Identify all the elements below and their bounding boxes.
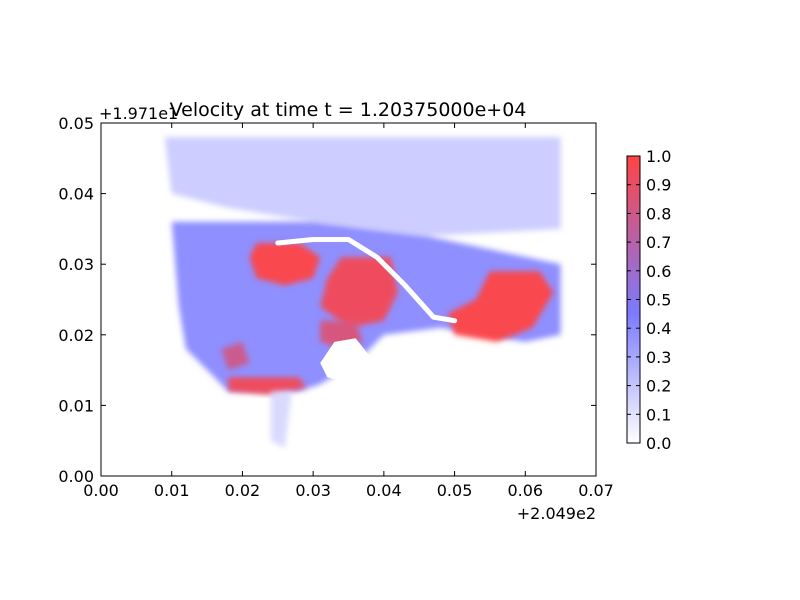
x-axis: 0.00 0.01 0.02 0.03 0.04 0.05 0.06 0.07 [83, 123, 614, 500]
colorbar-tick-label: 0.8 [646, 204, 671, 223]
plot-frame [100, 122, 597, 477]
y-tick-label: 0.02 [58, 326, 94, 345]
x-offset-label: +2.049e2 [517, 504, 596, 523]
colorbar-tick-label: 0.9 [646, 176, 671, 195]
x-tick-label: 0.03 [295, 481, 331, 500]
y-tick-label: 0.05 [58, 114, 94, 133]
chart-title: Velocity at time t = 1.20375000e+04 [170, 99, 527, 121]
colorbar-tick-label: 0.0 [646, 434, 671, 453]
field-region-tail [270, 391, 292, 448]
field-region-upper-domain [164, 137, 561, 236]
x-tick-label: 0.01 [154, 481, 190, 500]
x-tick-label: 0.00 [83, 481, 119, 500]
velocity-field [164, 137, 561, 448]
y-tick-label: 0.00 [58, 467, 94, 486]
x-tick-label: 0.04 [366, 481, 402, 500]
colorbar: 0.0 0.1 0.2 0.3 0.4 0.5 0.6 0.7 0.8 0.9 1.0 [626, 147, 671, 453]
plot-axes: 0.00 0.01 0.02 0.03 0.04 0.05 0.06 0.07 0.000.0… [58, 104, 613, 523]
colorbar-tick-label: 0.1 [646, 405, 671, 424]
field-region-fast-zone-west [221, 341, 250, 371]
y-tick-label: 0.04 [58, 185, 94, 204]
field-region-fast-zone-bay-south [228, 377, 307, 395]
colorbar-tick-label: 0.5 [646, 291, 671, 310]
y-axis: 0.00 0.01 0.02 0.03 0.04 0.05 [58, 114, 596, 486]
field-region-fast-zone-east [447, 271, 554, 342]
dry-channel [275, 237, 458, 324]
colorbar-tick-label: 0.7 [646, 233, 671, 252]
colorbar-tick-label: 0.4 [646, 319, 671, 338]
x-tick-label: 0.06 [507, 481, 543, 500]
colorbar-tick-label: 0.6 [646, 262, 671, 281]
colorbar-tick-label: 0.3 [646, 348, 671, 367]
field-region-fast-zone-center [249, 243, 321, 286]
field-region-fast-zone-mid [320, 257, 398, 328]
y-offset-label: +1.971e1 [99, 104, 178, 123]
field-region-inner-island [320, 338, 370, 381]
y-tick-label: 0.03 [58, 255, 94, 274]
x-tick-label: 0.07 [578, 481, 614, 500]
colorbar-tick-label: 0.2 [646, 377, 671, 396]
colorbar-gradient [627, 156, 640, 443]
colorbar-tick-label: 1.0 [646, 147, 671, 166]
x-tick-label: 0.02 [225, 481, 261, 500]
x-tick-label: 0.05 [437, 481, 473, 500]
colorbar-ticks: 0.0 0.1 0.2 0.3 0.4 0.5 0.6 0.7 0.8 0.9 1.0 [627, 147, 671, 453]
y-tick-label: 0.01 [58, 396, 94, 415]
